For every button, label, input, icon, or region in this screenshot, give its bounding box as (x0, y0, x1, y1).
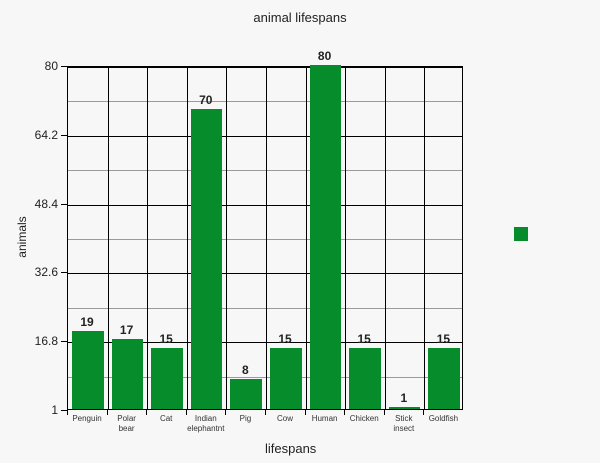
gridline-major (68, 342, 462, 344)
data-label: 15 (357, 332, 371, 347)
gridline-minor (68, 101, 462, 103)
x-tick-mark (67, 410, 68, 415)
x-tick-mark (265, 410, 266, 415)
bar (111, 339, 144, 409)
bar (388, 407, 421, 409)
y-tick-mark (61, 66, 67, 67)
x-tick-label: Cat (159, 414, 173, 423)
bar (428, 348, 460, 409)
bar (349, 348, 381, 409)
gridline-minor (68, 307, 462, 309)
x-tick-label: Chicken (349, 414, 379, 423)
bar (309, 65, 342, 409)
gridline-vertical (266, 67, 267, 409)
x-tick-mark (225, 410, 227, 415)
data-label: 15 (436, 332, 451, 347)
x-tick-label: Cow (276, 414, 293, 423)
bar (190, 108, 223, 409)
y-tick-mark (61, 134, 67, 136)
data-label: 1 (400, 391, 408, 405)
x-tick-mark (304, 410, 306, 415)
y-tick-mark (61, 410, 67, 411)
y-tick-label: 1 (51, 403, 58, 417)
y-tick-label: 80 (44, 59, 58, 73)
gridline-major (68, 67, 462, 68)
bar (230, 378, 262, 409)
data-label: 15 (159, 332, 173, 347)
gridline-vertical (424, 67, 426, 409)
gridline-major (68, 204, 462, 206)
gridline-minor (68, 239, 462, 240)
data-label: 70 (199, 92, 213, 107)
gridline-vertical (384, 67, 386, 409)
y-axis-label: animals (15, 216, 29, 258)
y-tick-label: 32.6 (34, 265, 58, 280)
gridline-vertical (147, 67, 149, 409)
x-tick-label: Penguin (72, 414, 102, 423)
x-tick-label: Human (311, 414, 338, 423)
gridline-minor (68, 170, 462, 172)
y-tick-mark (61, 341, 67, 343)
y-tick-mark (61, 203, 67, 205)
data-label: 15 (278, 332, 292, 347)
plot-area (67, 65, 463, 410)
legend-swatch (514, 227, 528, 241)
gridline-vertical (305, 67, 307, 409)
gridline-major (68, 273, 462, 275)
x-tick-label: Stick insect (393, 414, 415, 433)
x-tick-mark (383, 410, 385, 415)
x-tick-mark (185, 410, 187, 415)
x-tick-mark (106, 410, 108, 415)
gridline-vertical (107, 67, 109, 409)
x-tick-label: Indian elephantnt (187, 414, 225, 433)
y-tick-mark (61, 272, 67, 274)
chart-title: animal lifespans (253, 10, 347, 25)
data-label: 80 (317, 49, 332, 63)
data-label: 8 (242, 362, 249, 377)
gridline-vertical (186, 67, 188, 409)
bar (72, 330, 104, 409)
gridline-major (68, 135, 462, 137)
x-tick-label: Pig (239, 414, 252, 423)
bar (270, 348, 302, 409)
x-axis-label: lifespans (265, 441, 317, 456)
x-tick-mark (344, 410, 346, 415)
gridline-vertical (226, 67, 228, 409)
x-tick-label: Polar bear (117, 414, 136, 433)
data-label: 19 (80, 314, 94, 329)
x-tick-mark (423, 410, 425, 415)
gridline-vertical (345, 67, 347, 409)
x-tick-label: Goldfish (428, 414, 459, 423)
x-tick-mark (146, 410, 148, 415)
y-tick-label: 64.2 (34, 127, 58, 142)
bar (151, 348, 183, 409)
y-tick-label: 16.8 (34, 334, 58, 349)
data-label: 17 (119, 323, 134, 338)
y-tick-label: 48.4 (34, 196, 58, 211)
gridline-minor (68, 376, 462, 378)
